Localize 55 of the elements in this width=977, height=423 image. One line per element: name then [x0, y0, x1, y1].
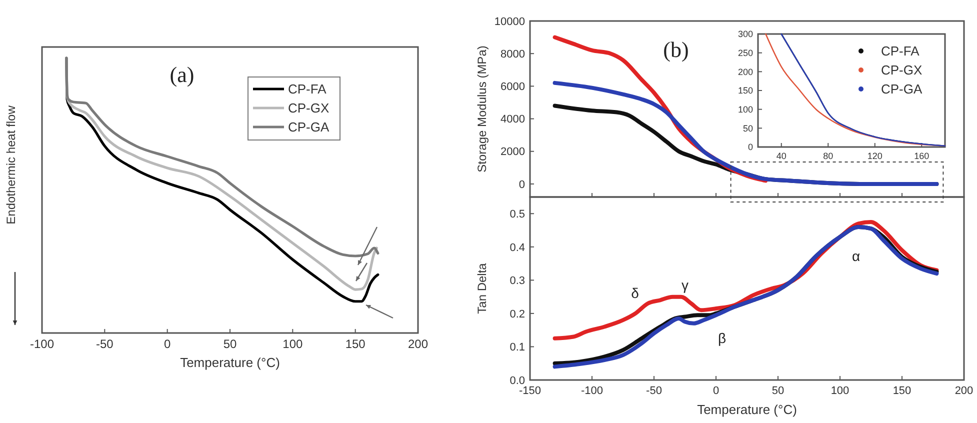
- y-tick-label: 0.2: [510, 308, 525, 320]
- y-tick-label: 200: [738, 66, 753, 77]
- x-tick-label: -50: [646, 385, 662, 397]
- y-tick-label: 0.4: [510, 242, 525, 254]
- x-tick-label: 80: [823, 151, 834, 161]
- y-tick-label: 0: [518, 178, 525, 191]
- x-tick-label: 40: [776, 151, 786, 161]
- y-tick-label: 0.5: [510, 208, 525, 220]
- y-tick-label: 10000: [494, 16, 525, 28]
- annotation: (b): [663, 37, 689, 62]
- x-tick-label: -100: [30, 337, 54, 351]
- y-tick-label: 8000: [500, 48, 525, 60]
- legend-label: CP-GX: [288, 100, 330, 116]
- y-axis-title: Storage Modulus (MPa): [475, 46, 489, 172]
- x-tick-label: 120: [867, 151, 882, 161]
- y-tick-label: 300: [738, 29, 753, 40]
- annotation: γ: [682, 277, 688, 293]
- annotation: α: [852, 248, 860, 264]
- x-tick-label: -150: [518, 385, 542, 397]
- legend-label: CP-GA: [881, 82, 922, 97]
- y-tick-label: 6000: [500, 81, 525, 94]
- x-tick-label: 100: [830, 385, 850, 397]
- y-tick-label: 4000: [500, 114, 525, 126]
- y-axis-title: Endothermic heat flow: [4, 105, 18, 224]
- y-tick-label: 250: [738, 48, 753, 58]
- annotation: δ: [631, 285, 640, 301]
- x-axis-title: Temperature (°C): [697, 402, 797, 417]
- y-axis-title: Tan Delta: [475, 262, 489, 314]
- x-tick-label: 200: [954, 385, 974, 397]
- x-tick-label: -100: [580, 385, 604, 397]
- legend-label: CP-FA: [881, 44, 920, 59]
- y-tick-label: 0.0: [510, 374, 525, 387]
- annotation: (a): [170, 62, 194, 87]
- y-tick-label: 2000: [500, 146, 525, 158]
- legend-label: CP-FA: [288, 82, 327, 97]
- y-tick-label: 100: [738, 104, 753, 114]
- y-tick-label: 0.3: [510, 275, 525, 288]
- x-tick-label: 160: [914, 151, 930, 161]
- x-tick-label: 50: [772, 385, 784, 397]
- y-tick-label: 150: [738, 86, 753, 96]
- legend-label: CP-GA: [288, 120, 330, 135]
- y-tick-label: 0: [748, 142, 753, 152]
- x-tick-label: 100: [282, 337, 303, 351]
- x-tick-label: 0: [712, 385, 720, 397]
- y-tick-label: 0.1: [510, 342, 525, 354]
- legend-label: CP-GX: [881, 62, 922, 78]
- x-tick-label: 50: [223, 337, 237, 351]
- x-tick-label: 150: [345, 337, 366, 351]
- x-tick-label: 200: [408, 337, 428, 351]
- x-tick-label: 0: [164, 337, 171, 351]
- x-tick-label: 150: [892, 385, 912, 397]
- annotation: β: [718, 330, 726, 346]
- x-tick-label: -50: [96, 337, 114, 351]
- y-tick-label: 50: [742, 123, 753, 134]
- x-axis-title: Temperature (°C): [180, 355, 280, 370]
